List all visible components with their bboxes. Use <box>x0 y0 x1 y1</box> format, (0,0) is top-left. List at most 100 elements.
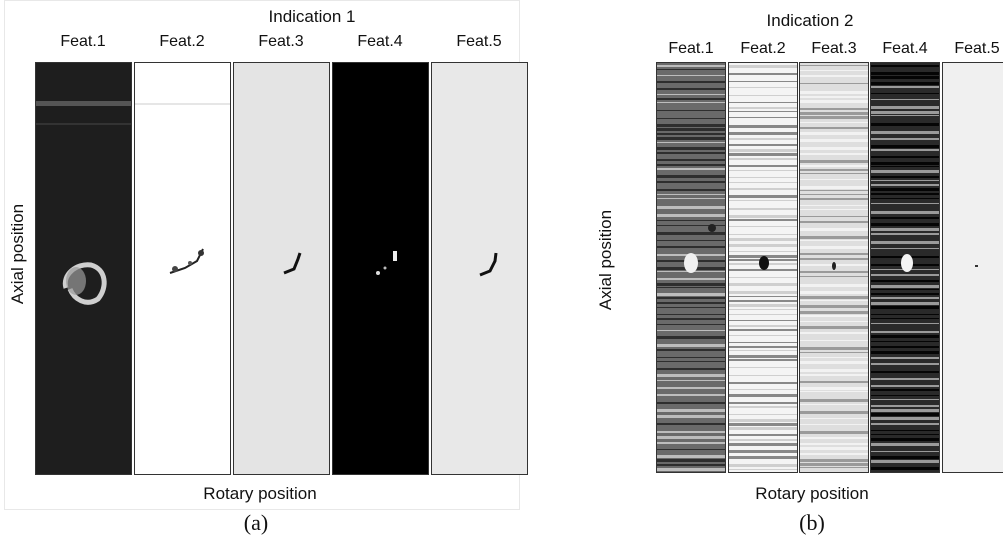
texture-band <box>729 375 797 376</box>
texture-band <box>657 361 725 362</box>
texture-band <box>871 434 939 435</box>
texture-band <box>871 293 939 295</box>
texture-band <box>800 357 868 358</box>
texture-band <box>657 314 725 315</box>
texture-band <box>871 472 940 473</box>
texture-band <box>800 404 868 405</box>
texture-band <box>871 176 939 178</box>
texture-band <box>800 258 868 260</box>
texture-band <box>800 271 868 273</box>
texture-band <box>871 82 939 85</box>
strip-a-feat1 <box>35 62 132 475</box>
texture-band <box>871 389 939 391</box>
strip-b-feat3-image <box>800 65 868 468</box>
texture-band <box>729 382 797 384</box>
texture-band <box>729 359 797 361</box>
texture-band <box>800 132 868 135</box>
texture-band <box>729 234 797 235</box>
texture-band <box>800 305 868 308</box>
texture-band <box>657 220 725 221</box>
texture-band <box>729 423 797 426</box>
texture-band <box>871 131 939 134</box>
texture-band <box>800 127 868 129</box>
texture-band <box>657 206 725 209</box>
texture-band <box>729 153 797 156</box>
texture-band <box>800 190 868 191</box>
texture-band <box>729 394 797 397</box>
texture-band <box>657 137 725 140</box>
texture-band <box>657 324 725 325</box>
texture-band <box>657 302 725 304</box>
texture-band <box>800 411 868 414</box>
texture-band <box>871 248 939 249</box>
texture-band <box>729 320 797 321</box>
texture-band <box>657 374 725 377</box>
texture-band <box>729 325 797 327</box>
texture-band <box>871 460 939 463</box>
texture-band <box>729 111 797 112</box>
texture-band <box>871 198 939 199</box>
texture-band <box>657 81 725 83</box>
texture-band <box>729 170 797 171</box>
texture-band <box>871 162 939 165</box>
texture-band <box>800 209 868 210</box>
feature-label-b2: Feat.2 <box>740 40 786 57</box>
texture-band <box>871 86 939 88</box>
texture-band <box>800 194 868 195</box>
texture-band <box>800 216 868 217</box>
feature-label-b4: Feat.4 <box>882 40 928 57</box>
texture-band <box>800 399 868 402</box>
strip-a-feat4-image <box>376 251 397 275</box>
texture-band <box>871 223 939 226</box>
texture-band <box>871 413 939 416</box>
texture-band <box>871 335 939 338</box>
texture-band <box>729 95 797 96</box>
texture-band <box>729 464 797 467</box>
texture-band <box>729 355 797 358</box>
strip-b-feat4 <box>870 62 940 473</box>
texture-band <box>800 147 868 150</box>
texture-band <box>657 225 725 226</box>
texture-band <box>657 168 725 170</box>
texture-band <box>871 188 939 191</box>
strip-b-feat2 <box>728 62 798 473</box>
texture-band <box>800 198 868 200</box>
texture-band <box>800 369 868 372</box>
texture-band <box>871 346 939 348</box>
indication-spot <box>759 256 769 270</box>
texture-band <box>729 208 797 210</box>
texture-band <box>657 283 725 286</box>
panel-b: Indication 2 Feat.1 Feat.2 Feat.3 Feat.4… <box>596 0 1003 542</box>
texture-band <box>800 381 868 383</box>
texture-band <box>729 177 797 178</box>
texture-band <box>871 357 939 359</box>
texture-band <box>657 387 725 389</box>
feature-label-b3: Feat.3 <box>811 40 857 57</box>
texture-band <box>871 217 939 219</box>
texture-band <box>729 138 797 140</box>
texture-band <box>657 330 725 331</box>
texture-band <box>871 341 939 342</box>
texture-band <box>871 467 939 470</box>
strip-b-feat1 <box>656 62 726 473</box>
texture-band <box>800 65 868 66</box>
panel-a: Indication 1 Feat.1 Feat.2 Feat.3 Feat.4… <box>4 0 528 535</box>
feature-label-a1: Feat.1 <box>60 33 106 50</box>
texture-band <box>800 296 868 299</box>
texture-band <box>800 186 868 189</box>
texture-band <box>871 280 939 282</box>
texture-band <box>729 389 797 390</box>
texture-band <box>800 122 868 123</box>
texture-band <box>729 102 797 103</box>
strip-b-feat5 <box>942 62 1003 473</box>
texture-band <box>871 385 939 387</box>
texture-band <box>800 332 868 334</box>
texture-band <box>800 153 868 155</box>
texture-band <box>657 472 726 473</box>
texture-band <box>800 437 868 439</box>
indication-spot <box>832 262 836 270</box>
x-axis-label-a: Rotary position <box>203 484 317 503</box>
texture-band <box>729 406 797 408</box>
texture-band <box>800 165 868 167</box>
caption-a: (a) <box>243 510 269 535</box>
